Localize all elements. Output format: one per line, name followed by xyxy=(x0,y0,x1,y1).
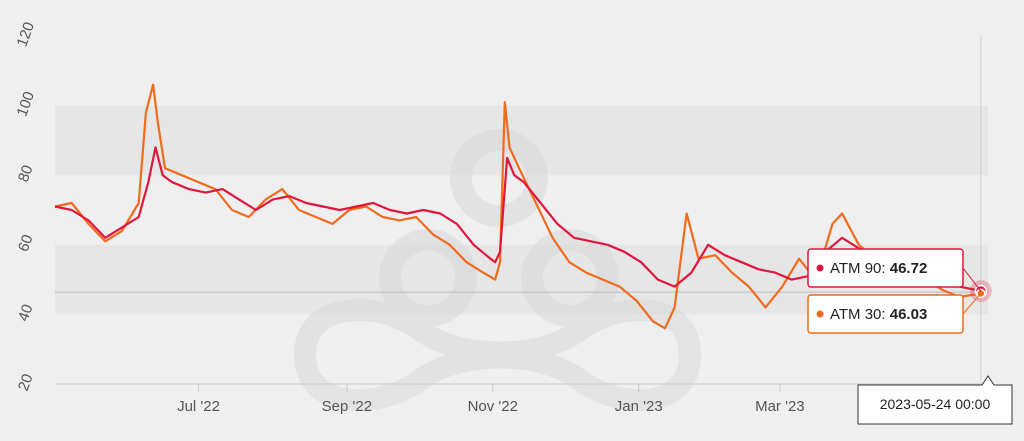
x-axis: Jul '22 Sep '22 Nov '22 Jan '23 Mar '23 xyxy=(177,384,805,415)
x-tick-label: Sep '22 xyxy=(322,398,372,415)
tooltip-value-atm90: 46.72 xyxy=(890,260,928,277)
date-label-box xyxy=(857,375,1013,425)
y-tick-label: 40 xyxy=(15,302,37,323)
tooltip-dot-atm30 xyxy=(816,310,824,318)
tooltip-text-atm30: ATM 30: 46.03 xyxy=(830,306,927,323)
tooltip: ATM 90: 46.72 ATM 30: 46.03 2023-05-24 0… xyxy=(807,248,1013,425)
tooltip-label-atm90: ATM 90: xyxy=(830,260,890,277)
x-tick-label: Jan '23 xyxy=(615,398,663,415)
tooltip-connector-atm30 xyxy=(962,293,982,315)
tooltip-label-atm30: ATM 30: xyxy=(830,306,890,323)
tooltip-dot-atm90 xyxy=(816,264,824,272)
tooltip-value-atm30: 46.03 xyxy=(890,306,928,323)
date-label: 2023-05-24 00:00 xyxy=(880,396,991,412)
tooltip-box-atm90 xyxy=(807,248,964,288)
y-tick-label: 80 xyxy=(15,163,37,184)
y-tick-label: 60 xyxy=(15,233,37,254)
tooltip-box-atm30 xyxy=(807,294,964,334)
tooltip-connector-atm90 xyxy=(962,267,982,292)
x-tick-label: Jul '22 xyxy=(177,398,220,415)
x-tick-label: Mar '23 xyxy=(755,398,805,415)
x-tick-label: Nov '22 xyxy=(468,398,518,415)
y-tick-label: 20 xyxy=(15,372,37,393)
watermark-logo xyxy=(293,129,702,412)
tooltip-text-atm90: ATM 90: 46.72 xyxy=(830,260,927,277)
